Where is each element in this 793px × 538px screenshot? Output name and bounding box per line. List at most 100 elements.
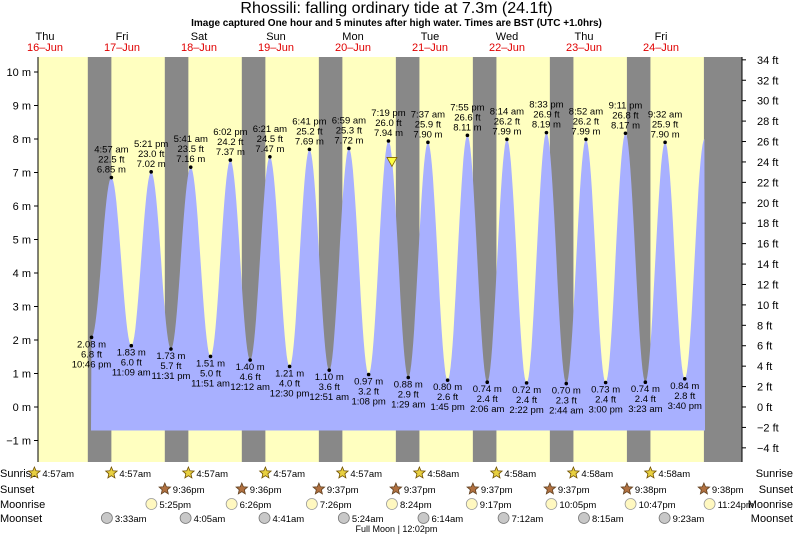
- y-tick-label-ft: 8 ft: [757, 320, 772, 332]
- astro-moonrise-entry: 10:47pm: [624, 498, 676, 511]
- extreme-height-m: 0.97 m: [354, 377, 383, 388]
- moonset-icon: [337, 512, 350, 524]
- extreme-height-ft: 25.9 ft: [415, 119, 442, 130]
- y-tick-label-m: 10 m: [7, 67, 31, 79]
- astro-moonrise-entry: 8:24pm: [386, 498, 432, 511]
- astro-row-label-right: Moonrise: [748, 499, 793, 511]
- y-tick-label-ft: −2 ft: [757, 422, 779, 434]
- astro-row-label-right: Moonset: [751, 513, 793, 525]
- extreme-time: 11:31 pm: [151, 371, 190, 382]
- extreme-point: [109, 175, 114, 180]
- extreme-height-m: 7.72 m: [334, 135, 363, 146]
- extreme-point: [366, 372, 371, 377]
- sunset-icon: [312, 481, 326, 495]
- extreme-height-ft: 5.0 ft: [200, 368, 221, 379]
- astro-time: 4:58am: [504, 469, 536, 480]
- astro-time: 8:24pm: [400, 500, 432, 511]
- y-tick-label-m: 6 m: [13, 201, 31, 213]
- sunrise-icon: [104, 465, 119, 479]
- day-date-label: 21–Jun: [412, 42, 448, 54]
- extreme-height-m: 0.73 m: [591, 385, 620, 396]
- extreme-height-m: 7.90 m: [651, 129, 680, 140]
- extreme-time: 6:41 pm: [292, 116, 326, 127]
- y-tick-label-m: 9 m: [13, 101, 31, 113]
- y-tick-label-ft: 26 ft: [757, 137, 778, 149]
- extreme-height-m: 0.74 m: [473, 384, 502, 395]
- extreme-point: [544, 130, 549, 135]
- astro-moonset-entry: 7:12am: [497, 512, 544, 525]
- moonrise-icon: [386, 498, 398, 510]
- extreme-height-ft: 23.0 ft: [138, 149, 165, 160]
- day-date-label: 24–Jun: [643, 42, 679, 54]
- astro-sunset-entry: 9:37pm: [312, 481, 359, 496]
- extreme-time: 11:51 am: [191, 378, 230, 389]
- sunrise-icon: [566, 465, 581, 479]
- day-weekday-label: Mon: [342, 31, 363, 43]
- astro-moonset-entry: 5:24am: [337, 512, 384, 525]
- extreme-height-m: 0.74 m: [631, 384, 660, 395]
- extreme-time: 8:52 am: [569, 106, 603, 117]
- extreme-height-ft: 3.2 ft: [358, 387, 379, 398]
- day-weekday-label: Sun: [266, 31, 286, 43]
- extreme-height-ft: 4.6 ft: [240, 372, 261, 383]
- extreme-height-m: 7.99 m: [571, 126, 600, 137]
- y-tick-label-m: 3 m: [13, 302, 31, 314]
- low-tide-label: 0.74 m2.4 ft3:23 am: [628, 380, 663, 415]
- extreme-point: [169, 347, 173, 351]
- extreme-height-ft: 2.4 ft: [595, 395, 616, 406]
- extreme-height-ft: 26.9 ft: [533, 110, 560, 121]
- astro-time: 4:57am: [196, 469, 228, 480]
- day-headers: Thu16–JunFri17–JunSat18–JunSun19–JunMon2…: [27, 31, 679, 54]
- astro-time: 9:37pm: [404, 485, 436, 496]
- extreme-height-m: 0.70 m: [552, 386, 581, 397]
- sunset-icon: [158, 481, 172, 495]
- astro-time: 4:57am: [350, 469, 382, 480]
- y-tick-label-m: 1 m: [13, 369, 31, 381]
- extreme-height-ft: 2.9 ft: [398, 390, 419, 401]
- y-tick-label-m: −1 m: [6, 436, 31, 448]
- extreme-time: 6:59 am: [332, 115, 366, 126]
- moonrise-icon: [225, 498, 238, 510]
- astro-sunrise-entry: 4:57am: [104, 465, 151, 480]
- astro-time: 7:12am: [512, 514, 544, 525]
- extreme-point: [188, 165, 193, 169]
- extreme-height-ft: 26.2 ft: [573, 116, 600, 127]
- astro-time: 4:57am: [42, 469, 74, 480]
- moonrise-icon: [145, 498, 158, 510]
- y-tick-label-ft: 20 ft: [757, 198, 778, 210]
- extreme-height-ft: 2.4 ft: [635, 394, 656, 405]
- extreme-height-ft: 25.3 ft: [336, 125, 363, 136]
- astro-row-label-left: Moonset: [0, 513, 42, 525]
- extreme-height-ft: 2.4 ft: [516, 395, 537, 406]
- y-tick-label-ft: 30 ft: [757, 96, 778, 108]
- extreme-height-ft: 5.7 ft: [160, 361, 181, 372]
- current-level-marker: [386, 157, 398, 168]
- astro-sunset-entry: 9:37pm: [543, 481, 590, 496]
- y-tick-label-m: 0 m: [13, 402, 31, 414]
- astro-row-label-left: Moonrise: [0, 499, 45, 511]
- tide-height-area: [91, 132, 705, 431]
- extreme-point: [603, 380, 608, 385]
- astro-sunset-entry: 9:38pm: [620, 481, 667, 496]
- extreme-time: 2:44 am: [549, 406, 583, 417]
- sunset-icon: [697, 481, 711, 495]
- day-date-label: 20–Jun: [335, 42, 371, 54]
- day-date-label: 16–Jun: [27, 42, 63, 54]
- extreme-time: 9:11 pm: [609, 100, 643, 111]
- astro-time: 8:15am: [592, 514, 624, 525]
- astro-time: 11:24pm: [718, 500, 754, 511]
- extreme-height-ft: 25.9 ft: [652, 119, 679, 130]
- axes: 10 m 9 m 8 m 7 m 6 m 5 m 4 m 3 m 2 m 1 m 0 m −1 m 34…: [6, 55, 779, 462]
- y-tick-label-m: 5 m: [13, 235, 31, 247]
- astro-moonrise-entry: 11:24pm: [703, 498, 754, 511]
